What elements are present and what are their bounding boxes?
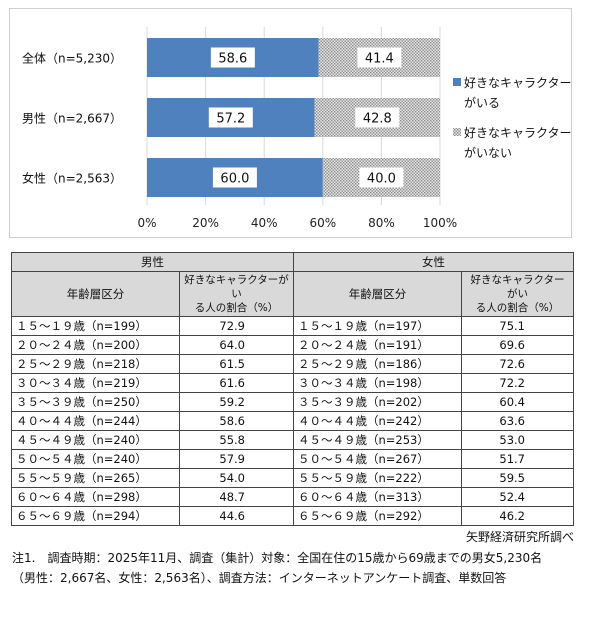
male-age-cell: ５０～５４歳（n=240） [11,449,180,469]
data-label-box [212,167,257,188]
data-label-box [359,167,404,188]
male-ratio-column-header: 好きなキャラクターがい る人の割合（%） [179,271,294,317]
male-age-cell: ６０～６４歳（n=298） [11,487,180,507]
table-row: ５５～５９歳（n=265） 54.0 ５５～５９歳（n=222） 59.5 [11,468,574,488]
x-tick-label: 100% [423,216,457,230]
legend-label: がいる [464,95,500,110]
table-row: ２５～２９歳（n=218） 61.5 ２５～２９歳（n=186） 72.6 [11,354,574,374]
legend-label: がいない [464,145,512,160]
male-value-cell: 44.6 [179,506,294,526]
male-value-cell: 57.9 [179,449,294,469]
note-line-1: 注1. 調査時期：2025年11月、調査（集計）対象：全国在住の15歳から69歳… [12,551,543,565]
female-age-column-header: 年齢層区分 [293,271,462,317]
male-age-cell: ６５～６９歳（n=294） [11,506,180,526]
table-row: ３０～３４歳（n=219） 61.6 ３０～３４歳（n=198） 72.2 [11,373,574,393]
female-age-cell: ５０～５４歳（n=267） [293,449,462,469]
data-label-box [210,47,255,68]
data-label: 57.2 [216,112,245,127]
table-row: １５～１９歳（n=199） 72.9 １５～１９歳（n=197） 75.1 [11,316,574,336]
age-breakdown-table: 男性 女性 年齢層区分 好きなキャラクターがい る人の割合（%） 年齢層区分 好き… [11,252,574,526]
female-age-cell: ５５～５９歳（n=222） [293,468,462,488]
female-value-cell: 75.1 [461,316,574,336]
data-label-box [355,107,400,128]
female-age-cell: ６０～６４歳（n=313） [293,487,462,507]
male-age-cell: ３０～３４歳（n=219） [11,373,180,393]
male-header: 男性 [11,252,294,272]
chart-panel: 0% 20% 40% 60% 80% 100% 全体（n=5,230） 58.6 41.4 男性（… [9,8,572,238]
table-row: ５０～５４歳（n=240） 57.9 ５０～５４歳（n=267） 51.7 [11,449,574,469]
female-age-cell: ３５～３９歳（n=202） [293,392,462,412]
male-age-cell: ５５～５９歳（n=265） [11,468,180,488]
legend-swatch [453,128,461,136]
female-age-cell: ６５～６９歳（n=292） [293,506,462,526]
note-line-2: （男性：2,667名、女性：2,563名）、調査方法：インターネットアンケート調… [12,571,507,585]
female-age-cell: ４５～４９歳（n=253） [293,430,462,450]
male-value-cell: 61.5 [179,354,294,374]
male-age-cell: ３５～３９歳（n=250） [11,392,180,412]
legend-label: 好きなキャラクター [464,126,571,140]
male-age-cell: ４０～４４歳（n=244） [11,411,180,431]
data-label: 42.8 [363,112,392,127]
category-label: 女性（n=2,563） [22,171,122,186]
male-value-cell: 58.6 [179,411,294,431]
male-age-cell: ４５～４９歳（n=240） [11,430,180,450]
x-tick-label: 0% [137,216,156,230]
male-value-cell: 54.0 [179,468,294,488]
female-value-cell: 69.6 [461,335,574,355]
female-value-cell: 46.2 [461,506,574,526]
female-value-cell: 52.4 [461,487,574,507]
male-value-cell: 48.7 [179,487,294,507]
male-value-cell: 59.2 [179,392,294,412]
table-row: ６０～６４歳（n=298） 48.7 ６０～６４歳（n=313） 52.4 [11,487,574,507]
data-label: 58.6 [218,52,247,67]
data-label: 60.0 [220,172,249,187]
female-value-cell: 72.2 [461,373,574,393]
male-value-cell: 64.0 [179,335,294,355]
data-label-box [208,107,253,128]
x-tick-label: 20% [192,216,219,230]
table-row: ６５～６９歳（n=294） 44.6 ６５～６９歳（n=292） 46.2 [11,506,574,526]
female-age-cell: ４０～４４歳（n=242） [293,411,462,431]
x-tick-label: 60% [309,216,336,230]
x-tick-label: 80% [368,216,395,230]
female-value-cell: 53.0 [461,430,574,450]
stacked-bar-chart: 0% 20% 40% 60% 80% 100% 全体（n=5,230） 58.6 41.4 男性（… [22,27,571,230]
female-value-cell: 72.6 [461,354,574,374]
table-row: ２０～２４歳（n=200） 64.0 ２０～２４歳（n=191） 69.6 [11,335,574,355]
category-label: 全体（n=5,230） [22,51,122,66]
male-value-cell: 61.6 [179,373,294,393]
female-value-cell: 63.6 [461,411,574,431]
male-value-cell: 72.9 [179,316,294,336]
male-age-column-header: 年齢層区分 [11,271,180,317]
male-age-cell: ２０～２４歳（n=200） [11,335,180,355]
legend-swatch [453,78,461,86]
table-row: ４０～４４歳（n=244） 58.6 ４０～４４歳（n=242） 63.6 [11,411,574,431]
female-value-cell: 60.4 [461,392,574,412]
female-age-cell: ２０～２４歳（n=191） [293,335,462,355]
female-age-cell: １５～１９歳（n=197） [293,316,462,336]
table-row: ４５～４９歳（n=240） 55.8 ４５～４９歳（n=253） 53.0 [11,430,574,450]
category-label: 男性（n=2,667） [22,112,122,126]
male-age-cell: ２５～２９歳（n=218） [11,354,180,374]
x-tick-label: 40% [251,216,278,230]
data-label-box [357,47,402,68]
male-value-cell: 55.8 [179,430,294,450]
table-row: ３５～３９歳（n=250） 59.2 ３５～３９歳（n=202） 60.4 [11,392,574,412]
female-age-cell: ２５～２９歳（n=186） [293,354,462,374]
female-ratio-column-header: 好きなキャラクターがい る人の割合（%） [461,271,574,317]
data-label: 41.4 [365,52,394,67]
legend-label: 好きなキャラクター [464,76,571,90]
female-age-cell: ３０～３４歳（n=198） [293,373,462,393]
female-header: 女性 [293,252,574,272]
data-label: 40.0 [367,172,396,187]
survey-note: 注1. 調査時期：2025年11月、調査（集計）対象：全国在住の15歳から69歳… [12,548,582,588]
female-value-cell: 51.7 [461,449,574,469]
male-age-cell: １５～１９歳（n=199） [11,316,180,336]
source-credit: 矢野経済研究所調べ [465,530,574,544]
female-value-cell: 59.5 [461,468,574,488]
